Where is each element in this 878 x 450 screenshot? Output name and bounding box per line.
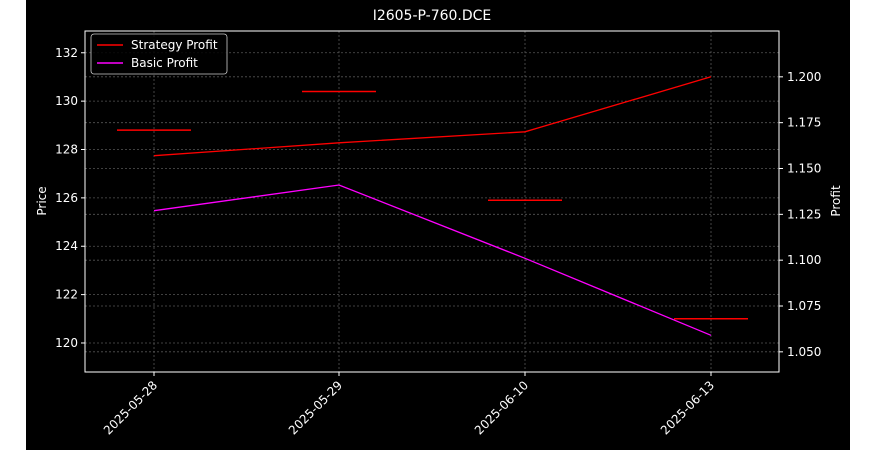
- legend: Strategy Profit Basic Profit: [90, 33, 228, 75]
- profit-tick-label: 1.100: [787, 253, 821, 267]
- profit-axis-label: Profit: [829, 185, 843, 217]
- plot-frame: [84, 30, 780, 373]
- legend-label: Basic Profit: [131, 56, 198, 70]
- profit-tick-label: 1.050: [787, 345, 821, 359]
- price-tick-label: 120: [55, 336, 78, 350]
- price-tick-label: 130: [55, 94, 78, 108]
- price-tick-label: 128: [55, 143, 78, 157]
- profit-axis: 1.050 1.075 1.100 1.125 1.150 1.175 1.200: [779, 70, 821, 359]
- price-tick-label: 122: [55, 288, 78, 302]
- price-axis: 120 122 124 126 128 130 132: [55, 46, 85, 350]
- price-tick-label: 124: [55, 239, 78, 253]
- series-line: [153, 76, 712, 157]
- profit-tick-label: 1.175: [787, 116, 821, 130]
- grid-lines: [85, 31, 779, 372]
- figure-background: [26, 0, 850, 450]
- profit-tick-label: 1.150: [787, 162, 821, 176]
- price-marks: [117, 90, 748, 320]
- price-tick-label: 126: [55, 191, 78, 205]
- price-tick-label: 132: [55, 46, 78, 60]
- profit-tick-label: 1.200: [787, 70, 821, 84]
- price-axis-label: Price: [35, 186, 49, 215]
- legend-label: Strategy Profit: [131, 38, 218, 52]
- profit-tick-label: 1.125: [787, 207, 821, 221]
- series-line: [153, 184, 712, 336]
- chart-title: I2605-P-760.DCE: [373, 8, 492, 24]
- profit-tick-label: 1.075: [787, 299, 821, 313]
- legend-box: [90, 33, 228, 75]
- profit-series: [153, 76, 712, 336]
